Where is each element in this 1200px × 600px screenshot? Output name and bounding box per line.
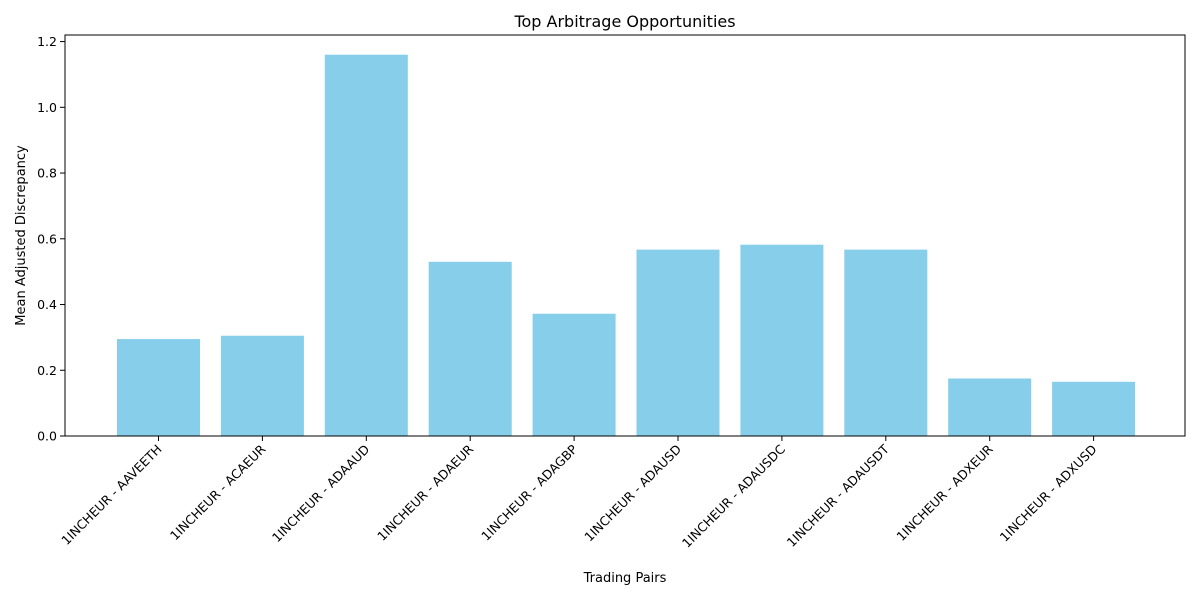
bar <box>117 339 200 436</box>
bar <box>844 249 928 436</box>
bar <box>220 335 304 436</box>
y-tick-label: 0.4 <box>37 297 57 312</box>
bar <box>740 244 824 436</box>
x-tick-label: 1INCHEUR - ADAUSDT <box>784 441 893 550</box>
x-axis-ticks: 1INCHEUR - AAVEETH 1INCHEUR - ACAEUR 1INCH… <box>58 436 1100 551</box>
x-tick-label: 1INCHEUR - ADAUSD <box>581 442 684 545</box>
bar <box>532 313 616 436</box>
bar <box>636 249 720 436</box>
x-tick-label: 1INCHEUR - AAVEETH <box>58 442 164 548</box>
bars-group <box>117 54 1136 436</box>
y-tick-label: 0.6 <box>37 231 57 246</box>
bar <box>428 261 512 436</box>
y-tick-label: 0.0 <box>37 429 57 444</box>
x-tick-label: 1INCHEUR - ADAAUD <box>269 442 373 546</box>
bar <box>1052 381 1136 436</box>
x-axis-label: Trading Pairs <box>583 571 667 586</box>
bar <box>324 54 408 436</box>
y-tick-label: 1.0 <box>37 100 57 115</box>
bar <box>948 378 1032 436</box>
y-axis-ticks: 0.0 0.2 0.4 0.6 0.8 1.0 1.2 <box>37 34 65 444</box>
y-tick-label: 0.8 <box>37 166 57 181</box>
x-tick-label: 1INCHEUR - ADAEUR <box>374 441 476 543</box>
x-tick-label: 1INCHEUR - ADAGBP <box>478 441 580 543</box>
x-tick-label: 1INCHEUR - ADXEUR <box>893 441 996 544</box>
y-axis-label: Mean Adjusted Discrepancy <box>14 145 29 326</box>
x-tick-label: 1INCHEUR - ADAUSDC <box>679 441 788 550</box>
chart-title: Top Arbitrage Opportunities <box>513 12 735 31</box>
x-tick-label: 1INCHEUR - ADXUSD <box>997 442 1100 545</box>
x-tick-label: 1INCHEUR - ACAEUR <box>167 441 269 543</box>
y-tick-label: 0.2 <box>37 363 57 378</box>
plot-frame <box>64 34 1186 437</box>
y-tick-label: 1.2 <box>37 34 57 49</box>
